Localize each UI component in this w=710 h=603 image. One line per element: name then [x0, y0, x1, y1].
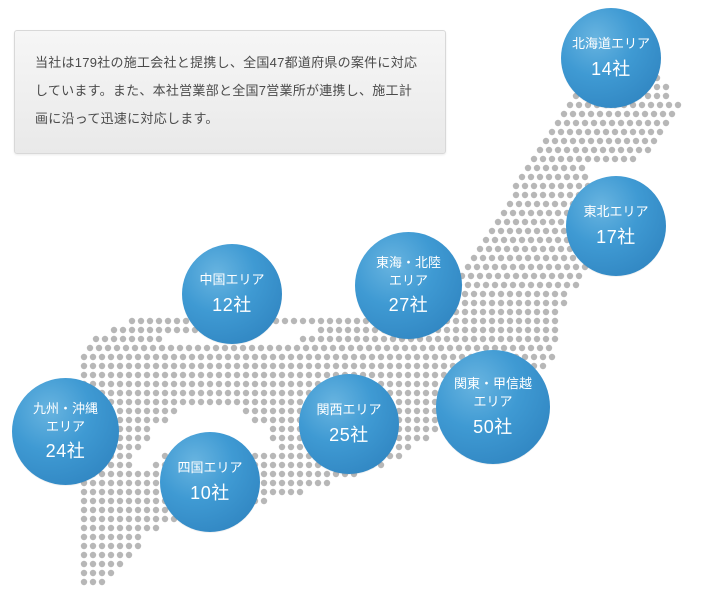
region-name: 東海・北陸 エリア [376, 254, 441, 289]
region-kansai: 関西エリア 25社 [299, 374, 399, 474]
region-name: 関東・甲信越 エリア [454, 375, 532, 410]
region-count: 24社 [46, 437, 86, 463]
region-name: 東北エリア [583, 203, 648, 221]
region-hokkaido: 北海道エリア 14社 [561, 8, 661, 108]
region-tohoku: 東北エリア 17社 [566, 176, 666, 276]
region-chugoku: 中国エリア 12社 [182, 244, 282, 344]
stage: 当社は179社の施工会社と提携し、全国47都道府県の案件に対応しています。また、… [0, 0, 710, 603]
region-kyushu: 九州・沖縄 エリア24社 [12, 378, 119, 485]
region-name: 中国エリア [199, 271, 264, 289]
region-kanto: 関東・甲信越 エリア 50社 [436, 350, 550, 464]
info-box: 当社は179社の施工会社と提携し、全国47都道府県の案件に対応しています。また、… [14, 30, 446, 154]
region-count: 14社 [591, 55, 631, 81]
region-name: 九州・沖縄 エリア [33, 400, 98, 435]
info-text: 当社は179社の施工会社と提携し、全国47都道府県の案件に対応しています。また、… [35, 55, 417, 126]
region-name: 四国エリア [177, 459, 242, 477]
region-count: 17社 [596, 223, 636, 249]
region-count: 50社 [473, 413, 513, 439]
region-count: 27社 [389, 291, 429, 317]
region-count: 12社 [212, 291, 252, 317]
region-shikoku: 四国エリア 10社 [160, 432, 260, 532]
region-count: 25社 [329, 421, 369, 447]
region-name: 北海道エリア [572, 35, 650, 53]
region-tokai: 東海・北陸 エリア27社 [355, 232, 462, 339]
region-name: 関西エリア [316, 401, 381, 419]
region-count: 10社 [190, 479, 230, 505]
